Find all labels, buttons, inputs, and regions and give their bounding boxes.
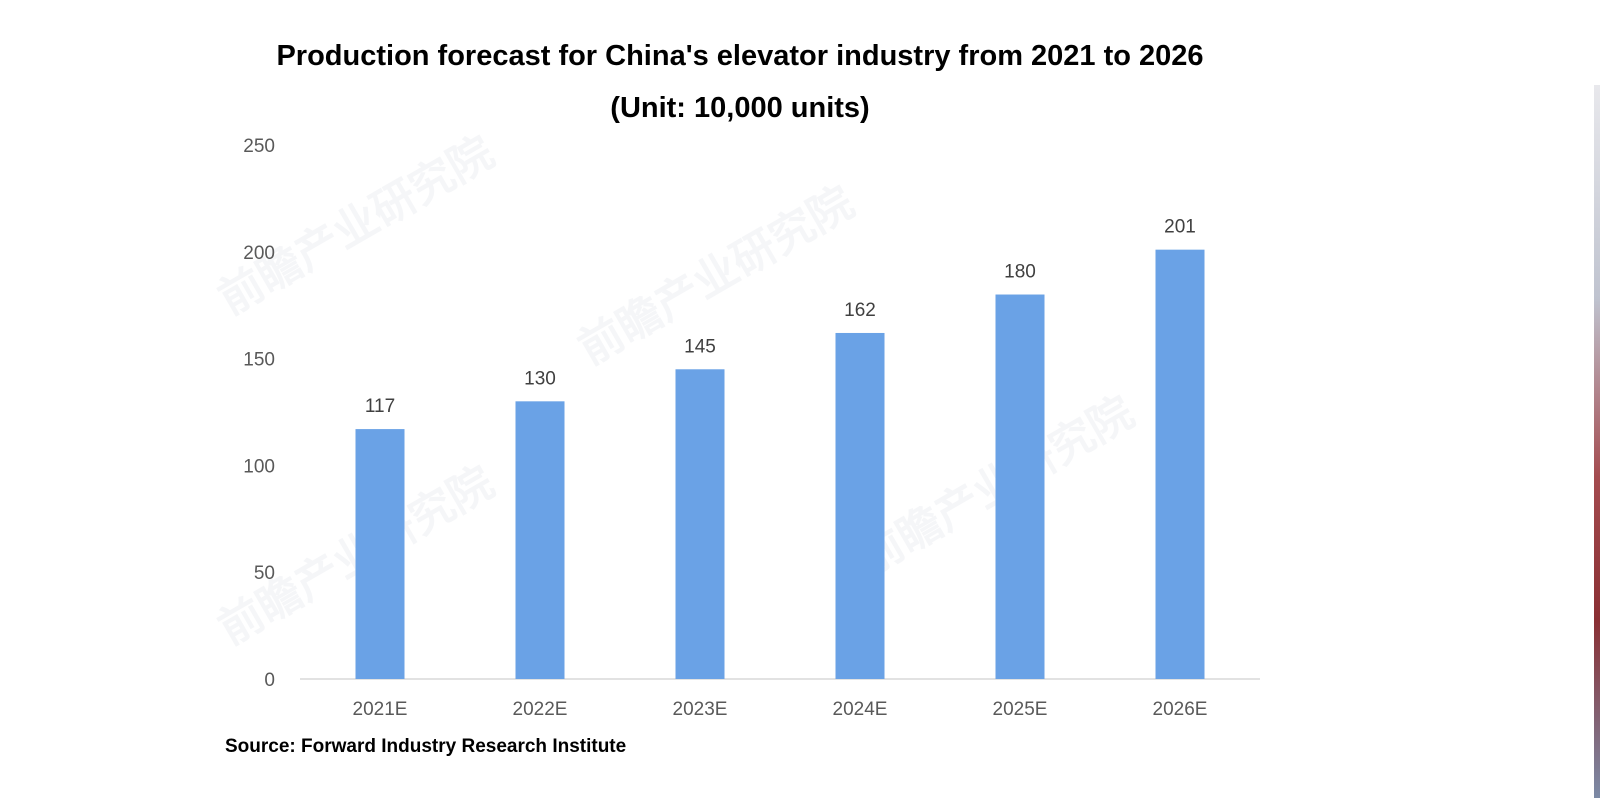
- y-tick-label: 200: [243, 243, 275, 264]
- y-tick-label: 50: [254, 563, 275, 584]
- bar: [355, 429, 405, 679]
- source-note: Source: Forward Industry Research Instit…: [225, 736, 627, 757]
- y-tick-label: 250: [243, 136, 275, 157]
- y-tick-label: 0: [264, 670, 275, 691]
- y-tick-label: 100: [243, 456, 275, 477]
- bar: [995, 294, 1045, 679]
- x-tick-label: 2023E: [673, 699, 728, 720]
- chart-title: Production forecast for China's elevator…: [276, 40, 1204, 72]
- x-tick-label: 2026E: [1153, 699, 1208, 720]
- bar: [515, 401, 565, 679]
- data-label: 117: [365, 396, 395, 417]
- y-tick-label: 150: [243, 350, 275, 371]
- data-label: 201: [1164, 217, 1196, 238]
- data-label: 180: [1004, 262, 1036, 283]
- x-tick-label: 2025E: [993, 699, 1048, 720]
- chart-subtitle: (Unit: 10,000 units): [610, 92, 870, 124]
- data-label: 162: [844, 300, 876, 321]
- data-label: 145: [684, 336, 716, 357]
- data-label: 130: [524, 368, 556, 389]
- x-tick-label: 2021E: [353, 699, 408, 720]
- background-image-edge: [1594, 85, 1600, 798]
- bar: [1155, 249, 1205, 679]
- x-tick-label: 2024E: [833, 699, 888, 720]
- bar: [675, 369, 725, 679]
- x-tick-label: 2022E: [513, 699, 568, 720]
- bar: [835, 332, 885, 679]
